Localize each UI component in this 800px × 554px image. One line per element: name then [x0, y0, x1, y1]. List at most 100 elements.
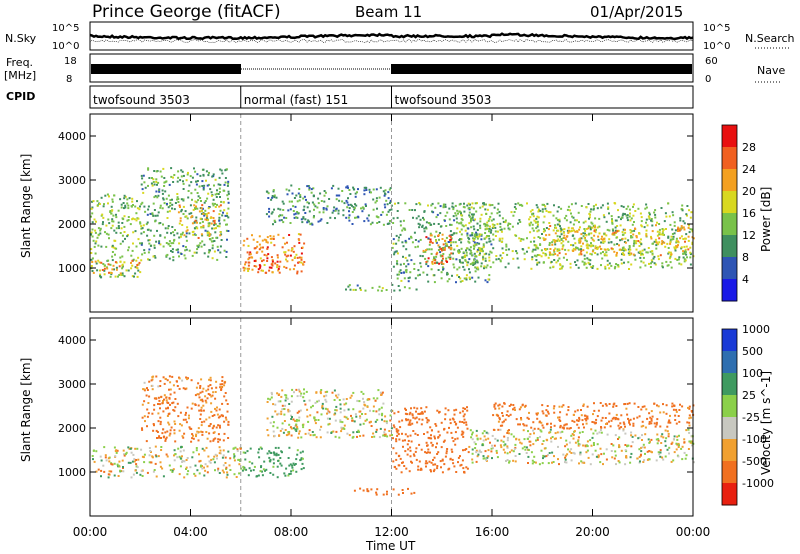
- data-cell: [639, 256, 642, 259]
- data-cell: [442, 203, 445, 206]
- data-cell: [196, 207, 199, 210]
- data-cell: [552, 214, 555, 217]
- data-cell: [265, 254, 268, 257]
- data-cell: [247, 244, 250, 247]
- data-cell: [379, 391, 382, 394]
- data-cell: [205, 431, 208, 433]
- data-cell: [227, 192, 230, 195]
- data-cell: [577, 444, 580, 447]
- data-cell: [549, 266, 552, 269]
- data-cell: [218, 424, 221, 427]
- x-tick-label: 12:00: [374, 525, 409, 539]
- data-cell: [458, 250, 461, 253]
- data-cell: [661, 230, 664, 233]
- data-cell: [446, 448, 449, 450]
- data-cell: [185, 179, 188, 182]
- data-cell: [518, 219, 521, 221]
- data-cell: [542, 230, 545, 233]
- data-cell: [404, 239, 407, 242]
- data-cell: [283, 420, 286, 422]
- data-cell: [527, 417, 530, 420]
- velocity-colorbar-tick: 1000: [742, 323, 770, 336]
- data-cell: [173, 208, 176, 211]
- data-cell: [276, 264, 279, 266]
- data-cell: [372, 208, 375, 211]
- data-cell: [508, 405, 511, 407]
- data-cell: [543, 203, 545, 206]
- data-cell: [141, 428, 144, 431]
- data-cell: [578, 462, 580, 465]
- data-cell: [196, 469, 199, 472]
- data-cell: [545, 438, 548, 441]
- data-cell: [443, 248, 446, 251]
- data-cell: [375, 491, 378, 494]
- data-cell: [537, 216, 540, 219]
- data-cell: [342, 398, 345, 401]
- data-cell: [153, 397, 156, 400]
- data-cell: [435, 253, 438, 256]
- data-cell: [538, 261, 541, 264]
- data-cell: [470, 206, 473, 209]
- data-cell: [208, 460, 211, 463]
- data-cell: [290, 427, 293, 430]
- data-cell: [186, 229, 189, 232]
- data-cell: [415, 416, 418, 419]
- data-cell: [420, 423, 423, 426]
- data-cell: [662, 458, 665, 461]
- data-cell: [134, 266, 137, 269]
- data-cell: [577, 420, 580, 422]
- data-cell: [391, 434, 393, 436]
- data-cell: [208, 206, 211, 209]
- data-cell: [273, 453, 276, 456]
- data-cell: [520, 203, 523, 206]
- data-cell: [512, 459, 515, 462]
- data-cell: [295, 423, 298, 426]
- data-cell: [475, 460, 478, 463]
- data-cell: [468, 271, 471, 274]
- data-cell: [205, 389, 208, 392]
- data-cell: [404, 412, 407, 415]
- data-cell: [548, 253, 551, 256]
- data-cell: [675, 422, 678, 425]
- data-cell: [112, 214, 115, 217]
- data-cell: [660, 207, 663, 209]
- data-cell: [157, 455, 160, 458]
- data-cell: [559, 431, 562, 434]
- data-cell: [408, 421, 411, 424]
- data-cell: [268, 456, 271, 459]
- data-cell: [119, 256, 122, 259]
- data-cell: [182, 182, 185, 185]
- data-cell: [598, 225, 601, 228]
- data-cell: [368, 421, 371, 424]
- data-cell: [398, 420, 401, 423]
- data-cell: [218, 216, 221, 219]
- data-cell: [622, 246, 625, 249]
- data-cell: [542, 412, 545, 415]
- data-cell: [534, 248, 537, 251]
- data-cell: [622, 428, 625, 431]
- data-cell: [506, 429, 509, 432]
- data-cell: [115, 227, 118, 230]
- data-cell: [605, 254, 608, 257]
- data-cell: [461, 256, 464, 259]
- data-cell: [434, 262, 436, 265]
- data-cell: [565, 461, 568, 464]
- data-cell: [480, 238, 483, 241]
- data-cell: [600, 426, 603, 429]
- data-cell: [132, 242, 134, 245]
- data-cell: [267, 253, 270, 256]
- data-cell: [453, 248, 456, 251]
- data-cell: [383, 428, 386, 431]
- data-cell: [158, 240, 161, 243]
- data-cell: [354, 192, 357, 195]
- data-cell: [674, 249, 677, 252]
- data-cell: [556, 431, 559, 434]
- data-cell: [149, 244, 152, 247]
- data-cell: [533, 244, 536, 247]
- data-cell: [113, 446, 116, 449]
- data-cell: [194, 464, 197, 467]
- velocity-colorbar-tick: -25: [742, 411, 760, 424]
- data-cell: [675, 245, 678, 248]
- data-cell: [528, 435, 531, 438]
- data-cell: [508, 460, 511, 463]
